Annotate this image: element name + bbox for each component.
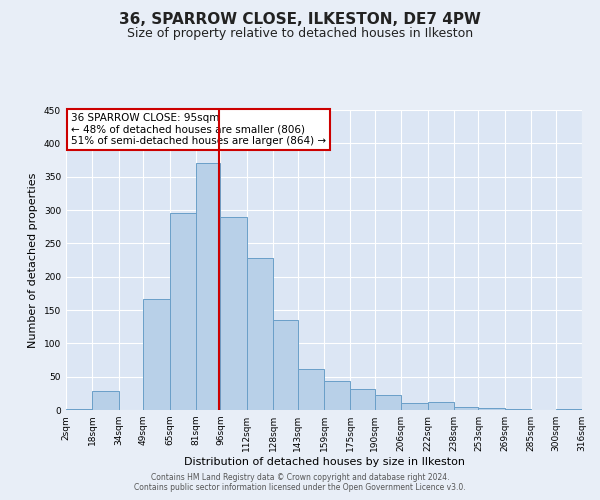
Bar <box>350 390 375 410</box>
Bar <box>375 396 401 410</box>
Bar <box>454 406 478 410</box>
Bar <box>478 408 505 410</box>
Bar <box>401 402 428 410</box>
Bar <box>428 402 454 410</box>
Text: Contains HM Land Registry data © Crown copyright and database right 2024.: Contains HM Land Registry data © Crown c… <box>151 474 449 482</box>
Text: Size of property relative to detached houses in Ilkeston: Size of property relative to detached ho… <box>127 28 473 40</box>
Y-axis label: Number of detached properties: Number of detached properties <box>28 172 38 348</box>
Bar <box>92 392 119 410</box>
Bar <box>273 320 298 410</box>
Bar <box>220 216 247 410</box>
Bar <box>143 298 170 410</box>
Text: 36 SPARROW CLOSE: 95sqm
← 48% of detached houses are smaller (806)
51% of semi-d: 36 SPARROW CLOSE: 95sqm ← 48% of detache… <box>71 113 326 146</box>
Bar <box>170 214 196 410</box>
Text: 36, SPARROW CLOSE, ILKESTON, DE7 4PW: 36, SPARROW CLOSE, ILKESTON, DE7 4PW <box>119 12 481 28</box>
X-axis label: Distribution of detached houses by size in Ilkeston: Distribution of detached houses by size … <box>184 457 464 467</box>
Bar <box>247 258 273 410</box>
Bar <box>324 382 350 410</box>
Text: Contains public sector information licensed under the Open Government Licence v3: Contains public sector information licen… <box>134 484 466 492</box>
Bar <box>298 368 324 410</box>
Bar <box>66 408 92 410</box>
Bar <box>196 164 220 410</box>
